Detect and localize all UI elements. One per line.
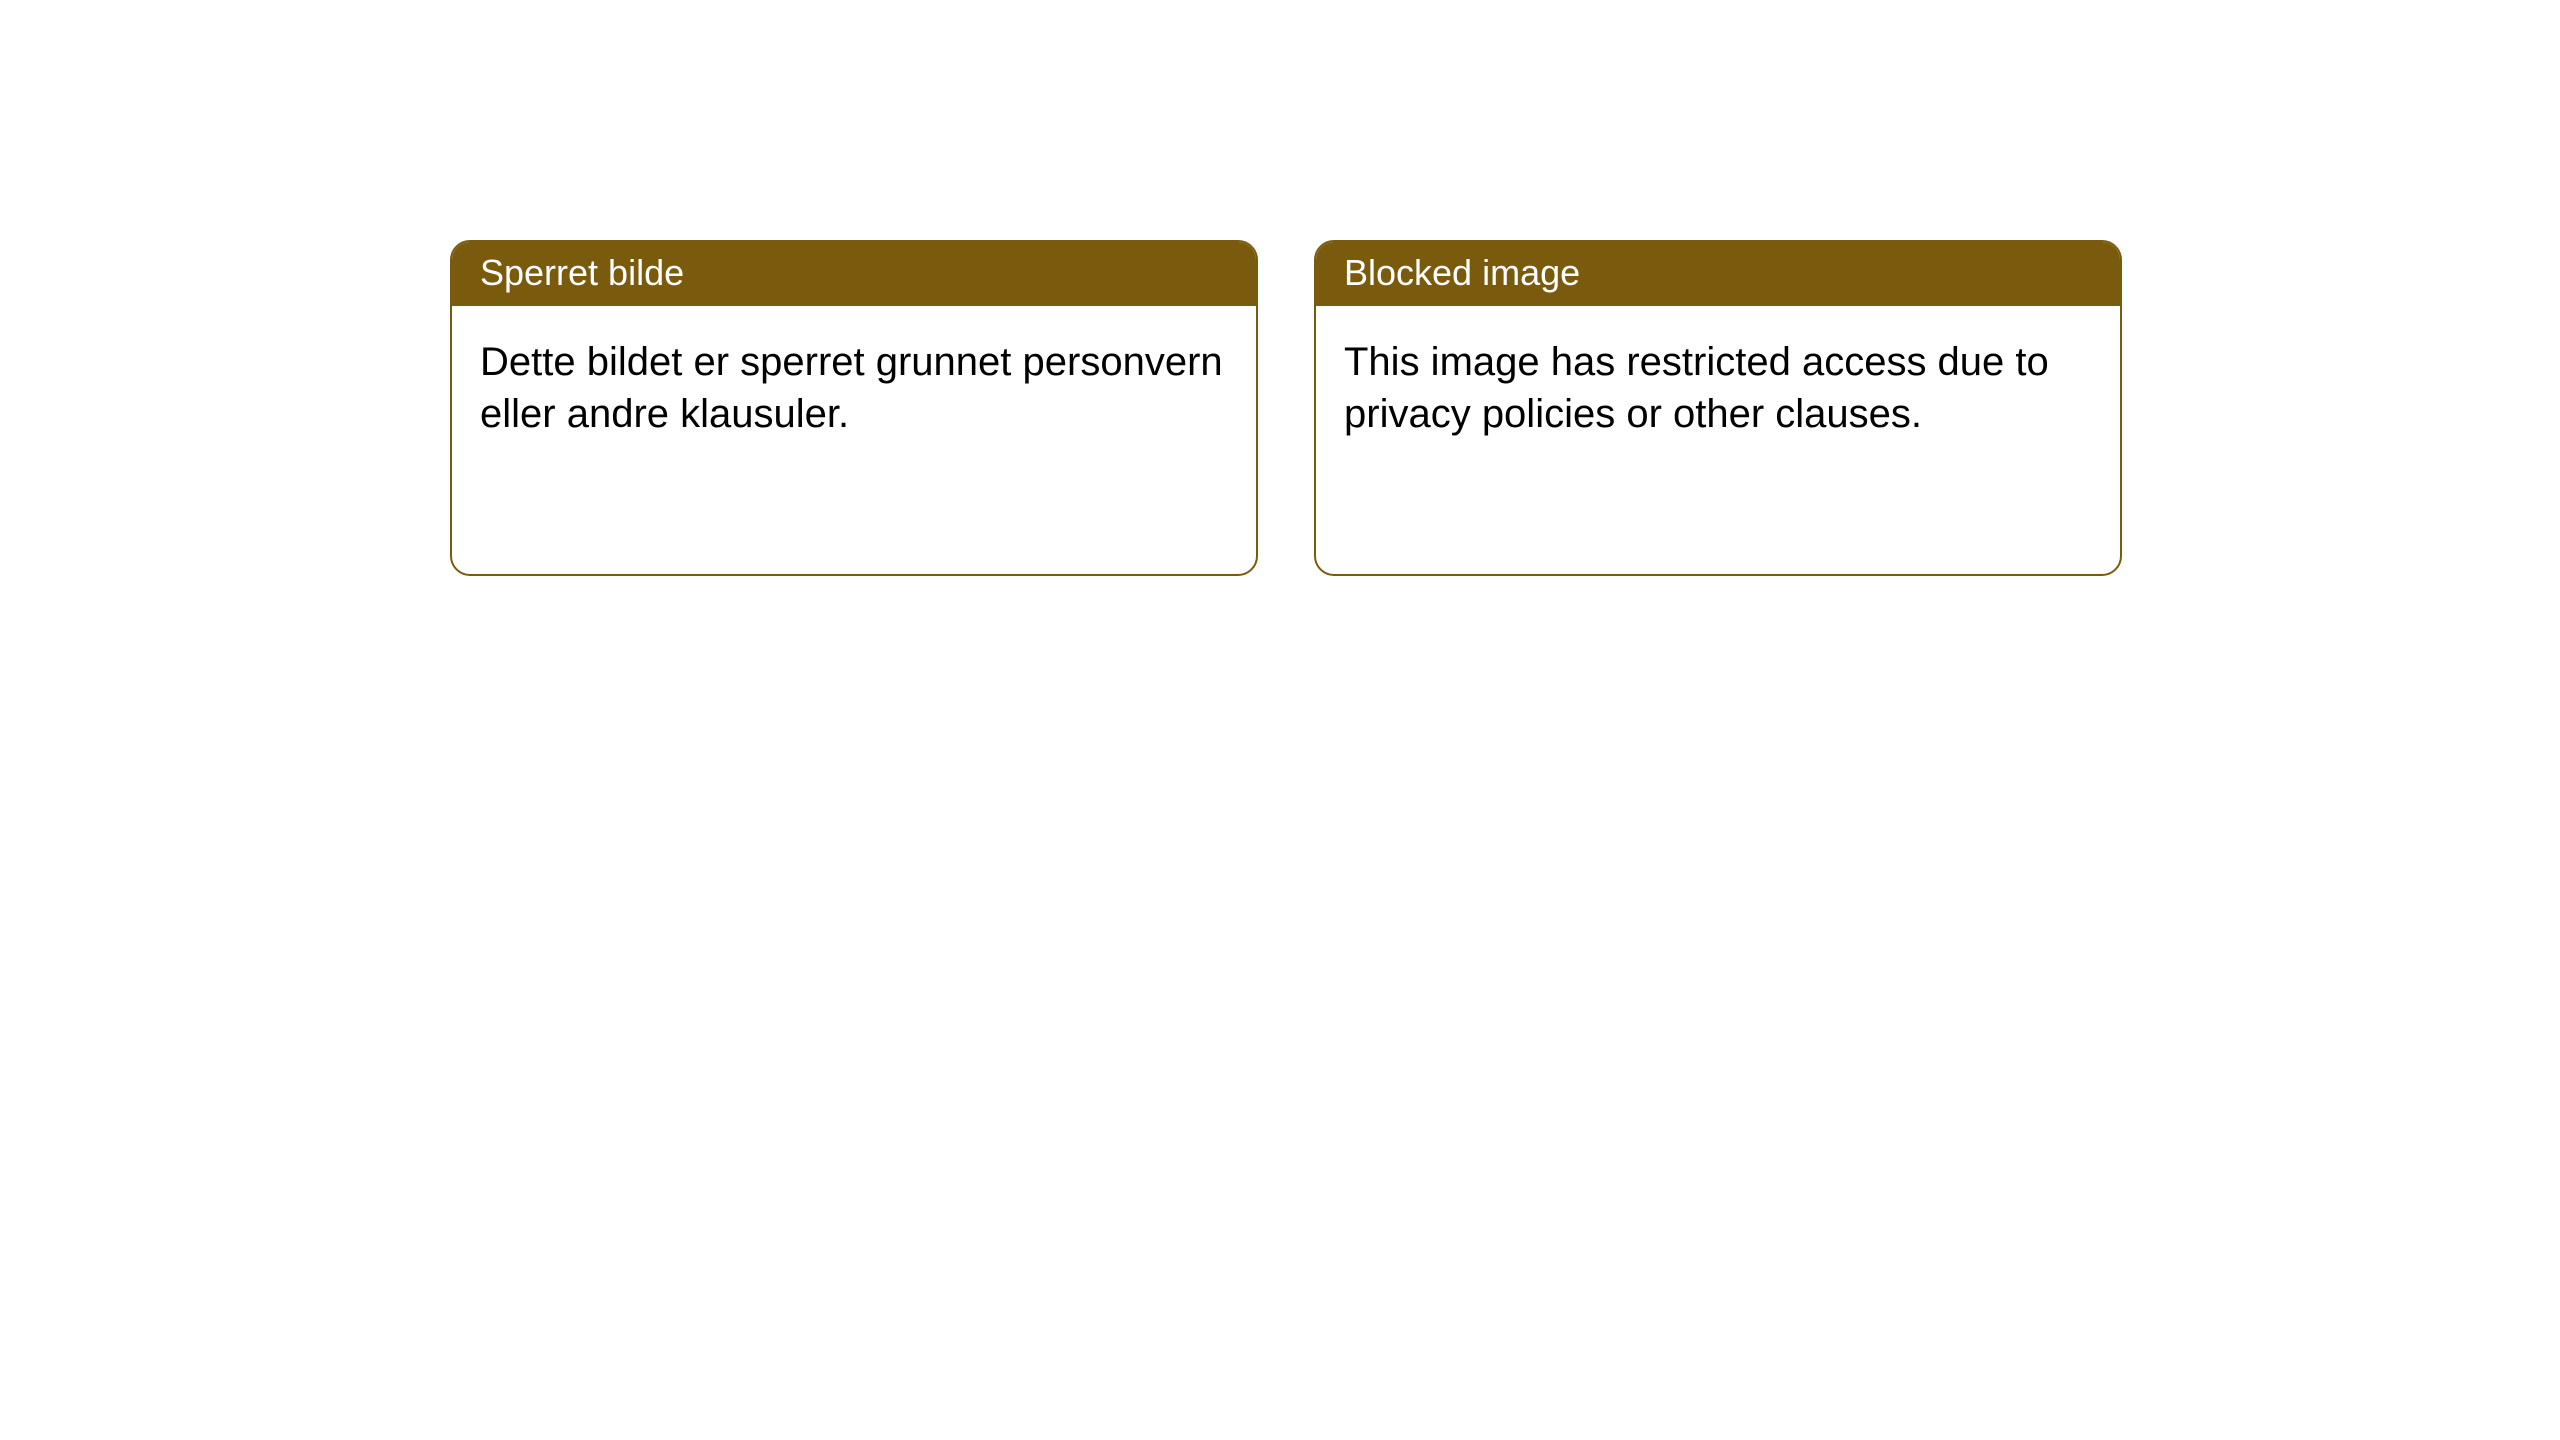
notice-body-norwegian: Dette bildet er sperret grunnet personve… bbox=[452, 306, 1256, 470]
notice-title-english: Blocked image bbox=[1344, 252, 1580, 293]
notice-body-english: This image has restricted access due to … bbox=[1316, 306, 2120, 470]
notice-header-norwegian: Sperret bilde bbox=[452, 242, 1256, 306]
notice-text-english: This image has restricted access due to … bbox=[1344, 340, 2049, 436]
notice-card-norwegian: Sperret bilde Dette bildet er sperret gr… bbox=[450, 240, 1258, 576]
notice-card-english: Blocked image This image has restricted … bbox=[1314, 240, 2122, 576]
notices-container: Sperret bilde Dette bildet er sperret gr… bbox=[0, 0, 2560, 576]
notice-title-norwegian: Sperret bilde bbox=[480, 252, 684, 293]
notice-text-norwegian: Dette bildet er sperret grunnet personve… bbox=[480, 340, 1223, 436]
notice-header-english: Blocked image bbox=[1316, 242, 2120, 306]
